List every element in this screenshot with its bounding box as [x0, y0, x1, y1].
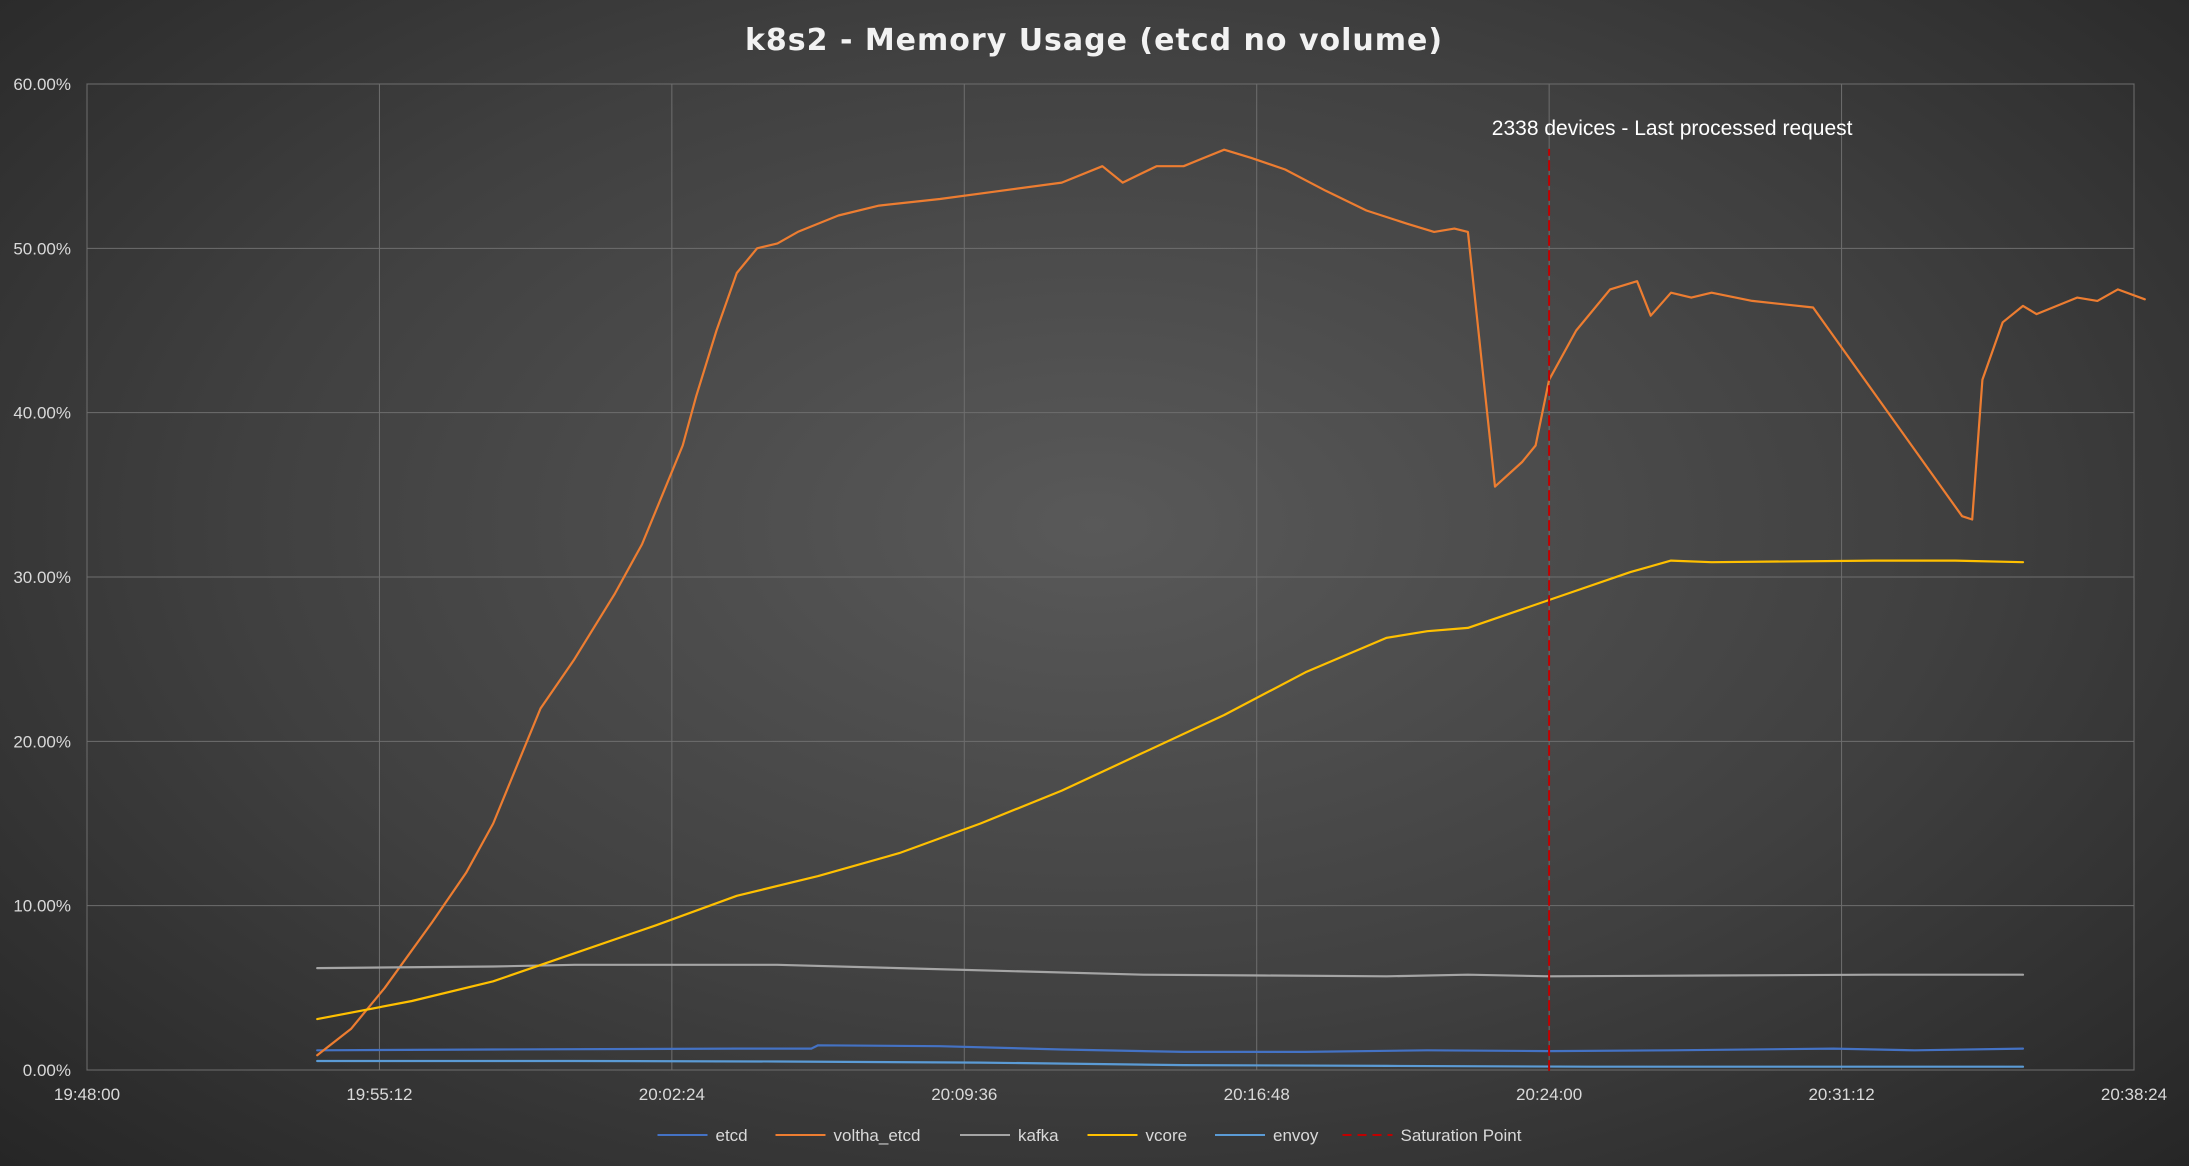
- series-line-kafka: [316, 963, 2025, 978]
- gridlines: [86, 83, 2135, 1071]
- x-tick-label: 20:24:00: [1516, 1085, 1582, 1104]
- x-tick-label: 20:38:24: [2101, 1085, 2167, 1104]
- x-tick-label: 20:16:48: [1224, 1085, 1290, 1104]
- x-tick-label: 19:55:12: [346, 1085, 412, 1104]
- y-tick-label: 10.00%: [13, 897, 71, 916]
- annotation: 2338 devices - Last processed request: [1492, 117, 1853, 140]
- axes: 0.00% 10.00% 20.00% 30.00% 40.00% 50.00% 60.00…: [13, 75, 2167, 1104]
- chart-title: k8s2 - Memory Usage (etcd no volume): [745, 23, 1443, 58]
- y-tick-label: 40.00%: [13, 404, 71, 423]
- legend: etcd voltha_etcd kafka vcore envoy Saturation…: [657, 1126, 1522, 1145]
- y-tick-label: 50.00%: [13, 239, 71, 258]
- x-tick-label: 20:09:36: [931, 1085, 997, 1104]
- y-tick-label: 20.00%: [13, 732, 71, 751]
- series-lines: [316, 148, 2146, 1071]
- x-tick-label: 20:02:24: [639, 1085, 705, 1104]
- legend-label-voltha-etcd: voltha_etcd: [834, 1126, 921, 1145]
- series-line-vcore: [316, 559, 2025, 1021]
- y-tick-label: 60.00%: [13, 75, 71, 94]
- x-tick-label: 19:48:00: [54, 1085, 120, 1104]
- series-line-envoy: [316, 1059, 2025, 1068]
- x-tick-label: 20:31:12: [1808, 1085, 1874, 1104]
- legend-label-etcd: etcd: [716, 1126, 748, 1145]
- annotation-label: 2338 devices - Last processed request: [1492, 117, 1853, 140]
- series-line-voltha-etcd: [316, 148, 2146, 1057]
- series-line-etcd: [316, 1044, 2025, 1054]
- legend-label-saturation-point: Saturation Point: [1401, 1126, 1522, 1145]
- y-tick-label: 30.00%: [13, 568, 71, 587]
- legend-label-vcore: vcore: [1146, 1126, 1188, 1145]
- y-tick-label: 0.00%: [23, 1061, 71, 1080]
- legend-label-envoy: envoy: [1273, 1126, 1319, 1145]
- legend-label-kafka: kafka: [1018, 1126, 1059, 1145]
